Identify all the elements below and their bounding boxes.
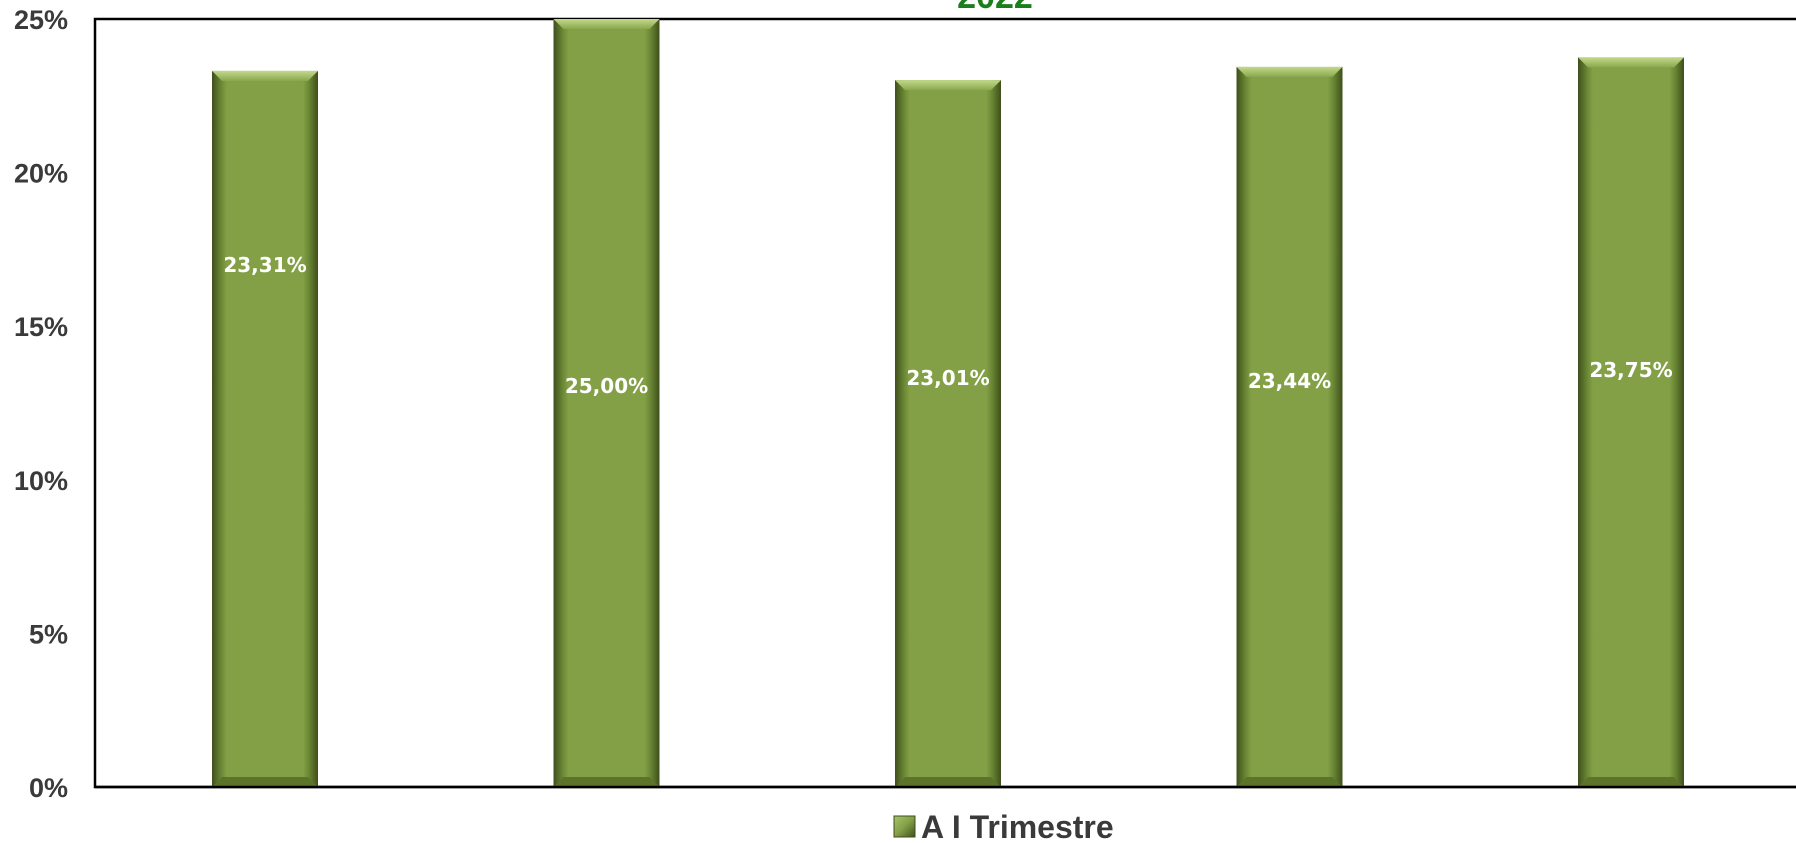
y-tick-label: 15%	[14, 312, 68, 342]
y-tick-label: 0%	[29, 773, 68, 803]
bar-group	[212, 70, 318, 787]
data-labels: 23,31% 25,00% 23,01% 23,44% 23,75%	[223, 253, 1672, 398]
bar	[895, 80, 1001, 787]
bar-data-label: 23,75%	[1589, 358, 1672, 382]
bar-bevel-top	[553, 19, 660, 29]
bar	[212, 70, 318, 787]
y-axis-ticks: 0% 5% 10% 15% 20% 25%	[14, 5, 68, 803]
bar-data-label: 25,00%	[565, 374, 648, 398]
bar-group	[1236, 66, 1343, 787]
y-tick-label: 10%	[14, 466, 68, 496]
bar-data-label: 23,44%	[1248, 369, 1331, 393]
legend-swatch	[893, 815, 916, 838]
bar-bevel-bottom	[1236, 777, 1343, 787]
bars-layer	[212, 19, 1684, 787]
legend-label: A I Trimestre	[921, 809, 1114, 843]
bar-group	[1578, 57, 1684, 787]
bar-group	[895, 80, 1001, 787]
bar-bevel-bottom	[1578, 777, 1684, 787]
bar-bevel-bottom	[212, 777, 318, 787]
bar-bevel-top	[1578, 57, 1684, 68]
bar-data-label: 23,31%	[223, 253, 306, 277]
bar-bevel-top	[1236, 66, 1343, 77]
y-tick-label: 5%	[29, 619, 68, 649]
y-tick-label: 25%	[14, 5, 68, 35]
bar-bevel-bottom	[553, 777, 660, 787]
bar-bevel-bottom	[895, 777, 1001, 787]
bar	[553, 19, 660, 787]
bar	[1578, 57, 1684, 787]
bar-bevel-top	[212, 70, 318, 81]
bar-group	[553, 19, 660, 787]
legend: A I Trimestre	[893, 809, 1114, 843]
chart-title: 2022	[957, 0, 1033, 16]
bar-bevel-top	[895, 80, 1001, 91]
bar-data-label: 23,01%	[906, 366, 989, 390]
bar	[1236, 66, 1343, 787]
y-tick-label: 20%	[14, 159, 68, 189]
